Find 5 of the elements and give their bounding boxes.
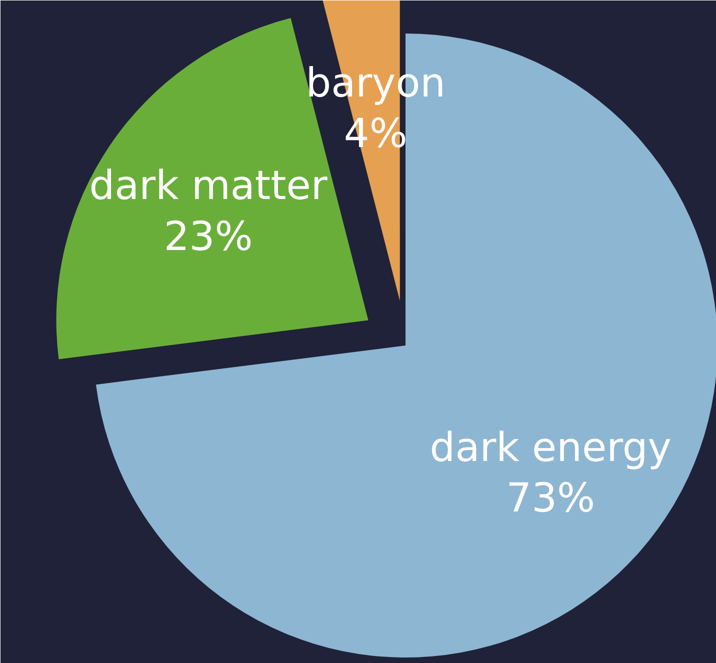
slice-label: dark energy [430, 425, 672, 472]
data-label: 23% [164, 214, 253, 260]
slice-label: baryon [306, 60, 446, 107]
data-label: 73% [506, 476, 596, 522]
slice-label: dark matter [89, 163, 328, 210]
